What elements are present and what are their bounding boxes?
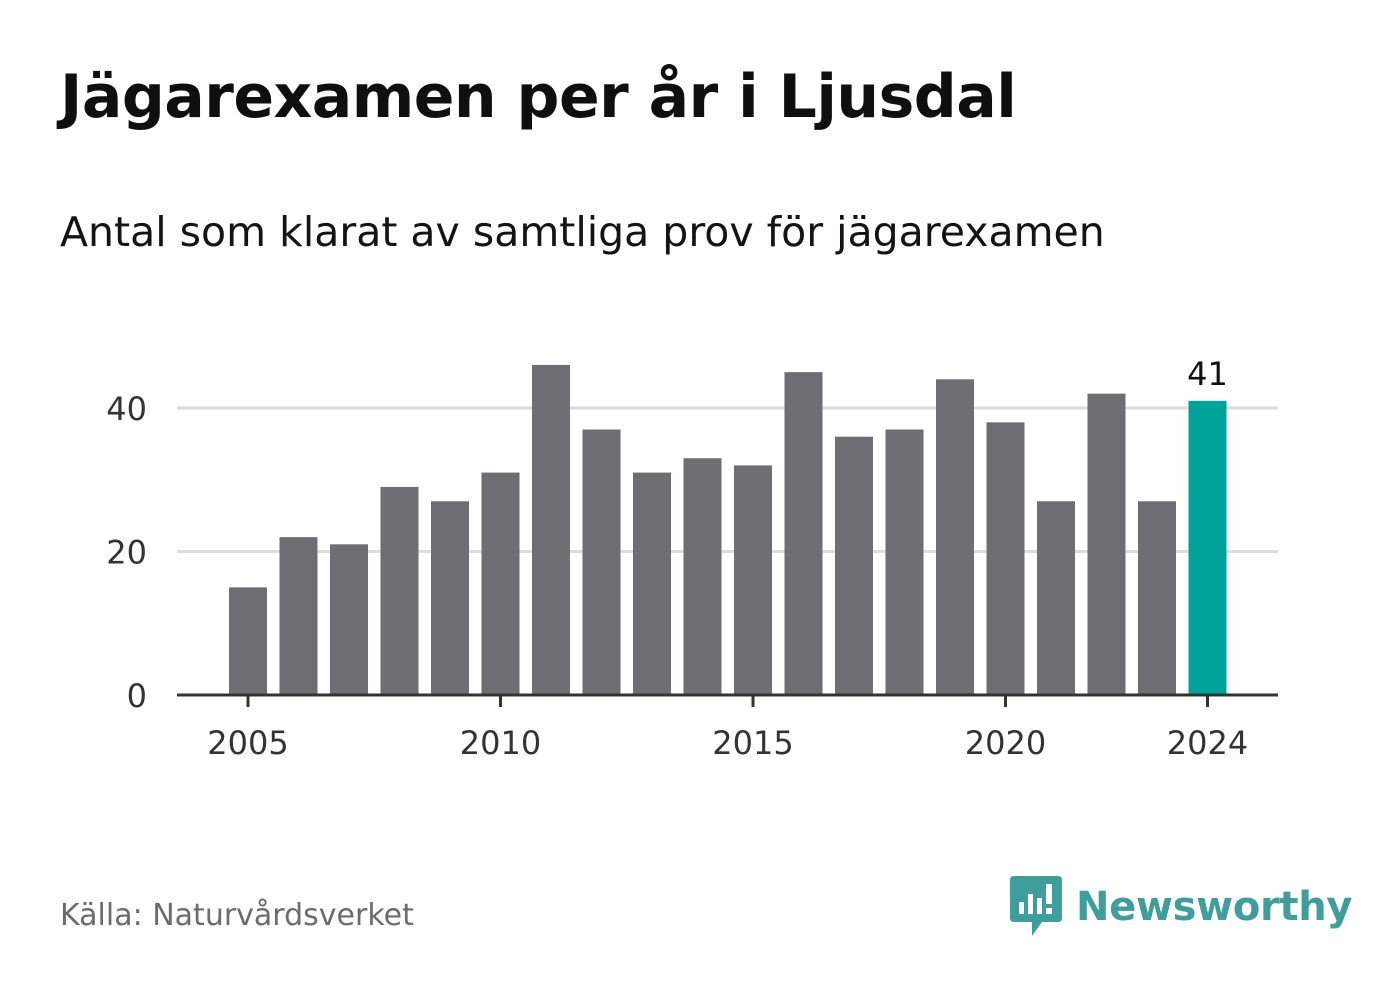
data-label: 41 (1187, 355, 1228, 393)
bar-2019 (936, 379, 974, 695)
axes: 0 20 40 2005 2010 2015 2020 2024 (106, 390, 1278, 762)
bar-2010 (481, 472, 520, 695)
y-tick-label: 20 (106, 534, 147, 572)
bar-2017 (835, 436, 873, 695)
bar-2005 (229, 587, 267, 695)
data-labels: 41 (1187, 355, 1228, 393)
x-tick-label: 2005 (207, 724, 288, 762)
bar-2009 (431, 501, 469, 695)
bar-2008 (380, 486, 419, 695)
chart-title: Jägarexamen per år i Ljusdal (60, 62, 1017, 132)
bar-2006 (279, 537, 318, 695)
bar-2021 (1037, 501, 1075, 695)
bar-2023 (1138, 501, 1176, 695)
y-tick-label: 0 (127, 677, 147, 715)
bar-2013 (633, 472, 671, 695)
source-note: Källa: Naturvårdsverket (60, 898, 414, 933)
bar-2007 (330, 544, 368, 695)
bar-2018 (885, 429, 924, 695)
bars (229, 364, 1227, 695)
x-tick-label: 2010 (460, 724, 541, 762)
bar-2022 (1087, 393, 1126, 695)
bar-2012 (582, 429, 621, 695)
chart-subtitle: Antal som klarat av samtliga prov för jä… (60, 208, 1105, 256)
y-tick-label: 40 (106, 390, 147, 428)
bar-2020 (986, 422, 1025, 695)
bar-2011 (532, 364, 570, 695)
bar-chart-speech-bubble-icon (1010, 876, 1062, 936)
bar-2014 (683, 458, 722, 695)
x-tick-label: 2020 (965, 724, 1046, 762)
x-tick-label: 2024 (1167, 724, 1248, 762)
brand-name: Newsworthy (1076, 884, 1353, 930)
bar-2016 (784, 372, 823, 695)
bar-2024 (1188, 400, 1227, 695)
brand-logo: Newsworthy (1010, 876, 1353, 938)
bar-2015 (734, 465, 772, 695)
x-tick-label: 2015 (712, 724, 793, 762)
